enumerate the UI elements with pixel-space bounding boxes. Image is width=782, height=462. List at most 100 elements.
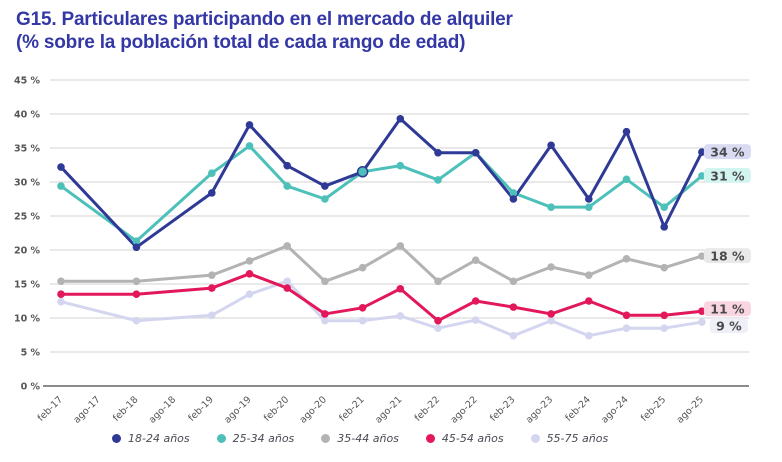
data-point (434, 324, 442, 333)
y-tick-label: 5 % (21, 348, 41, 359)
data-point (283, 277, 292, 286)
legend-label: 35-44 años (337, 432, 399, 445)
data-point (396, 312, 405, 320)
x-tick-label: ago-17 (71, 394, 102, 425)
legend-item: 35-44 años (321, 432, 399, 445)
data-point (471, 316, 480, 324)
data-point (208, 271, 216, 279)
data-point (132, 290, 141, 299)
series-line-25-34-anos (59, 144, 704, 243)
data-point (321, 277, 329, 286)
x-tick-label: ago-20 (298, 394, 329, 425)
data-point (321, 195, 329, 203)
legend-label: 55-75 años (546, 432, 609, 445)
legend: 18-24 años 25-34 años 35-44 años 45-54 años… (112, 432, 635, 445)
end-label: 11 % (703, 301, 751, 317)
data-point (245, 121, 254, 129)
data-point (509, 277, 518, 286)
data-point (622, 324, 631, 333)
end-label-text: 11 % (710, 302, 745, 317)
x-tick-label: ago-25 (675, 394, 706, 425)
data-point (547, 203, 555, 211)
data-point (57, 182, 65, 190)
y-tick-label: 30 % (14, 178, 41, 189)
data-point (396, 242, 405, 250)
series-line-18-24-anos (59, 117, 704, 249)
data-point (547, 310, 555, 318)
data-point (434, 316, 442, 325)
data-point (547, 141, 555, 150)
series-line-35-44-anos (59, 244, 704, 283)
end-label: 34 % (703, 144, 751, 160)
data-point (471, 256, 480, 265)
data-point (283, 182, 292, 190)
x-tick-label: feb-19 (186, 394, 216, 424)
data-point (585, 331, 593, 340)
x-tick-label: feb-18 (111, 394, 141, 424)
chart-title: G15. Particulares participando en el mer… (16, 8, 513, 54)
data-point (132, 243, 141, 252)
y-tick-label: 15 % (14, 280, 41, 291)
data-point (283, 242, 292, 250)
data-point (396, 161, 405, 170)
highlight-point (356, 166, 369, 178)
end-label-text: 9 % (716, 319, 742, 334)
data-point (698, 148, 706, 156)
y-tick-label: 10 % (14, 314, 41, 325)
series-line-55-75-anos (59, 279, 704, 338)
data-point (547, 316, 555, 325)
x-tick-label: ago-18 (147, 394, 178, 425)
data-point (698, 252, 706, 260)
data-point (660, 223, 668, 231)
legend-item: 45-54 años (425, 432, 504, 445)
y-tick-label: 0 % (21, 382, 41, 393)
data-point (434, 176, 442, 184)
chart-title-line-1: G15. Particulares participando en el mer… (16, 9, 513, 30)
data-point (471, 297, 480, 305)
series-lines (59, 117, 704, 338)
data-point (132, 237, 141, 245)
data-point (321, 310, 329, 318)
data-point (245, 270, 254, 278)
data-point (660, 203, 668, 211)
data-point (509, 189, 518, 197)
data-point (57, 277, 65, 286)
chart-title-line-2: (% sobre la población total de cada rang… (16, 32, 466, 53)
legend-label: 18-24 años (128, 432, 190, 445)
data-point (358, 316, 367, 325)
x-tick-label: ago-19 (222, 394, 253, 425)
data-point (57, 297, 65, 306)
data-point (245, 257, 254, 265)
data-point (208, 284, 216, 292)
x-tick-label: ago-23 (524, 394, 555, 425)
end-label-text: 18 % (710, 249, 745, 264)
data-point (698, 307, 706, 316)
end-label: 31 % (703, 167, 751, 183)
data-point (208, 169, 216, 177)
y-tick-label: 40 % (14, 110, 41, 121)
end-label-bg (703, 248, 751, 264)
end-label: 18 % (703, 248, 751, 264)
x-tick-label: feb-20 (262, 394, 292, 424)
series-points (57, 114, 706, 340)
x-tick-label: feb-17 (36, 394, 66, 424)
data-point (208, 311, 216, 320)
data-point (321, 182, 329, 190)
data-point (585, 195, 593, 203)
data-point (547, 263, 555, 271)
data-point (622, 127, 631, 136)
x-tick-label: feb-25 (639, 394, 669, 424)
data-point (245, 142, 254, 150)
x-tick-label: ago-22 (448, 394, 479, 425)
y-tick-label: 20 % (14, 246, 41, 257)
legend-marker-icon (112, 434, 121, 443)
data-point (396, 114, 405, 123)
end-label-bg (703, 301, 751, 317)
data-point (660, 263, 668, 272)
data-point (434, 277, 442, 286)
data-point (57, 163, 65, 171)
legend-marker-icon (216, 434, 226, 443)
data-point (622, 255, 631, 263)
legend-marker-icon (530, 434, 540, 443)
